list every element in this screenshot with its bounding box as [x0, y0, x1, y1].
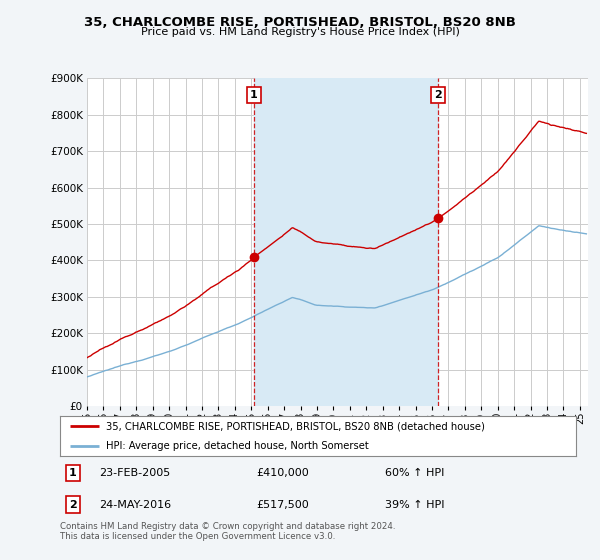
Text: 35, CHARLCOMBE RISE, PORTISHEAD, BRISTOL, BS20 8NB: 35, CHARLCOMBE RISE, PORTISHEAD, BRISTOL…: [84, 16, 516, 29]
Text: 1: 1: [250, 90, 257, 100]
Text: Price paid vs. HM Land Registry's House Price Index (HPI): Price paid vs. HM Land Registry's House …: [140, 27, 460, 37]
Text: 60% ↑ HPI: 60% ↑ HPI: [385, 468, 445, 478]
Text: 2: 2: [434, 90, 442, 100]
Text: 35, CHARLCOMBE RISE, PORTISHEAD, BRISTOL, BS20 8NB (detached house): 35, CHARLCOMBE RISE, PORTISHEAD, BRISTOL…: [106, 421, 485, 431]
Text: 1: 1: [69, 468, 77, 478]
Text: £410,000: £410,000: [256, 468, 309, 478]
Text: Contains HM Land Registry data © Crown copyright and database right 2024.
This d: Contains HM Land Registry data © Crown c…: [60, 522, 395, 542]
Text: 39% ↑ HPI: 39% ↑ HPI: [385, 500, 445, 510]
Bar: [254, 78, 439, 406]
Text: 23-FEB-2005: 23-FEB-2005: [98, 468, 170, 478]
Text: £517,500: £517,500: [256, 500, 309, 510]
Text: 24-MAY-2016: 24-MAY-2016: [98, 500, 171, 510]
Text: 2: 2: [69, 500, 77, 510]
Text: HPI: Average price, detached house, North Somerset: HPI: Average price, detached house, Nort…: [106, 441, 369, 451]
